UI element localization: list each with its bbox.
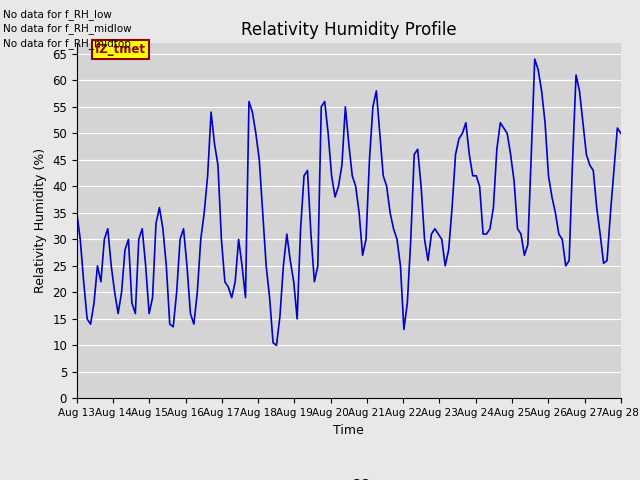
- Text: No data for f_RH_midtop: No data for f_RH_midtop: [3, 37, 131, 48]
- Y-axis label: Relativity Humidity (%): Relativity Humidity (%): [34, 148, 47, 293]
- Text: No data for f_RH_low: No data for f_RH_low: [3, 9, 112, 20]
- Title: Relativity Humidity Profile: Relativity Humidity Profile: [241, 21, 456, 39]
- Text: No data for f_RH_midlow: No data for f_RH_midlow: [3, 23, 132, 34]
- Text: fZ_tmet: fZ_tmet: [95, 43, 146, 56]
- X-axis label: Time: Time: [333, 424, 364, 437]
- Legend: 22m: 22m: [308, 473, 389, 480]
